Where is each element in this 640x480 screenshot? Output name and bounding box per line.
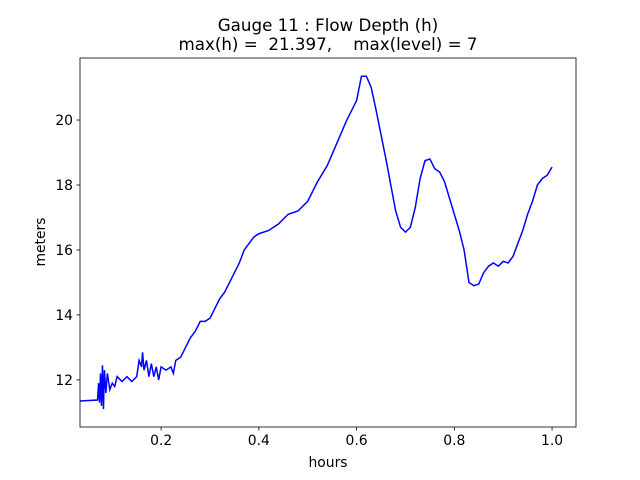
x-tick-label: 0.6 <box>346 433 368 449</box>
y-axis-label: meters <box>33 217 49 266</box>
y-tick-label: 14 <box>55 308 73 324</box>
y-tick-label: 20 <box>55 113 73 129</box>
x-tick-label: 0.2 <box>150 433 172 449</box>
plot-frame <box>79 57 577 428</box>
data-line <box>80 75 553 410</box>
x-tick-label: 0.8 <box>443 433 465 449</box>
chart-subtitle: max(h) = 21.397, max(level) = 7 <box>178 34 477 54</box>
chart-title: Gauge 11 : Flow Depth (h) <box>218 15 439 35</box>
x-tick-label: 1.0 <box>541 433 563 449</box>
y-tick-label: 18 <box>55 178 73 194</box>
x-tick-label: 0.4 <box>248 433 270 449</box>
y-tick-label: 12 <box>55 373 73 389</box>
y-tick-label: 16 <box>55 243 73 259</box>
x-axis-label: hours <box>308 455 347 471</box>
